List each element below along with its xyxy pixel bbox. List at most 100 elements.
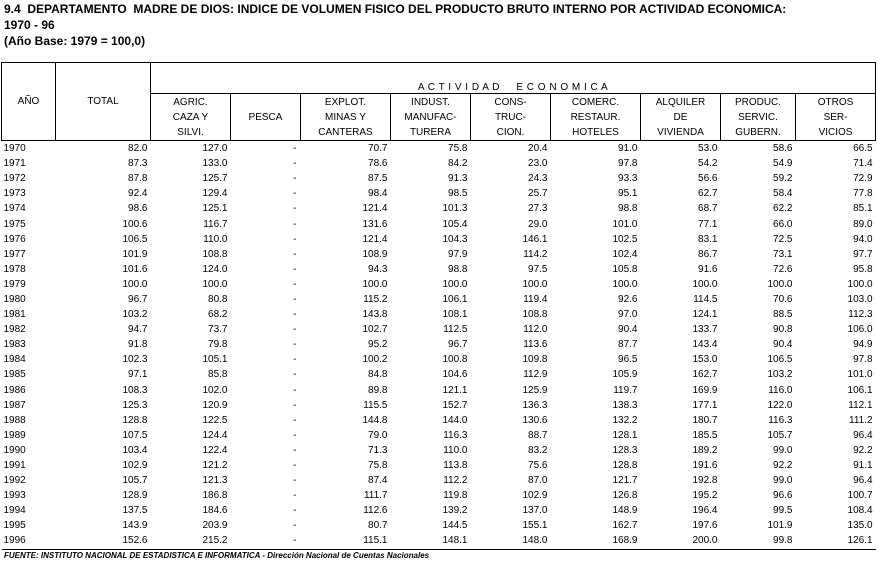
value-cell: 66.5 [853, 143, 873, 155]
value-cell: 106.0 [847, 324, 873, 336]
value-cell: 82.0 [128, 143, 148, 155]
value-cell: 71.3 [368, 444, 388, 456]
value-cell: 112.3 [848, 309, 873, 321]
value-cell: 79.0 [368, 429, 388, 441]
data-row: 1986 108.3 102.0 - 89.8 121.1 125.9 119.7 169.9 1… [2, 383, 876, 398]
value-cell: 85.1 [853, 203, 873, 215]
value-cell: 100.0 [122, 278, 148, 290]
value-cell: 125.7 [202, 173, 228, 185]
value-cell: 195.2 [692, 490, 718, 502]
year-cell: 1976 [3, 233, 26, 245]
value-cell: 126.8 [612, 490, 638, 502]
value-cell: 87.0 [528, 475, 548, 487]
data-row: 1987 125.3 120.9 - 115.5 152.7 136.3 138.3 177.1… [2, 398, 876, 413]
value-cell: 108.3 [122, 384, 148, 396]
value-cell: 162.7 [692, 369, 718, 381]
value-cell: 124.1 [692, 309, 718, 321]
value-cell: 80.8 [208, 293, 228, 305]
value-cell: 99.0 [773, 444, 793, 456]
header-row: AÑO TOTAL A C T I V I D A D E C O N O M I … [1, 62, 877, 141]
value-cell: 75.8 [368, 460, 388, 472]
value-cell: - [230, 533, 301, 550]
value-cell: 97.5 [528, 263, 548, 275]
value-cell: 121.2 [202, 460, 228, 472]
value-cell: 132.2 [612, 414, 638, 426]
value-cell: 88.7 [528, 429, 548, 441]
data-row: 1971 87.3 133.0 - 78.6 84.2 23.0 97.8 54.2 54.9 71… [2, 156, 876, 171]
value-cell: 102.0 [202, 384, 228, 396]
value-cell: 128.8 [122, 414, 148, 426]
value-cell: - [293, 309, 297, 321]
value-cell: 72.9 [853, 173, 873, 185]
column-header: PESCA [230, 93, 301, 141]
value-cell: 148.9 [612, 505, 638, 517]
value-cell: 101.6 [122, 263, 148, 275]
column-header-line: INDUST. [411, 97, 450, 108]
data-row: 1996 152.6 215.2-115.1 148.1 148.0 168.9 200.0… [1, 533, 876, 550]
value-cell: 143.9 [122, 520, 148, 532]
value-cell: 83.2 [528, 444, 548, 456]
value-cell: 100.0 [202, 278, 228, 290]
value-cell: 192.8 [692, 475, 718, 487]
value-cell: 112.9 [523, 369, 548, 381]
value-cell: 99.8 [720, 533, 796, 550]
value-cell: 106.5 [767, 354, 793, 366]
value-cell: 97.8 [853, 354, 873, 366]
value-cell: 102.7 [362, 324, 388, 336]
data-row: 1985 97.1 85.8 - 84.8 104.6 112.9 105.9 162.7 103… [2, 367, 876, 382]
value-cell: 153.0 [692, 354, 718, 366]
value-cell: 191.6 [692, 460, 718, 472]
value-cell: 62.2 [773, 203, 793, 215]
value-cell: 75.6 [528, 460, 548, 472]
value-cell: 137.5 [122, 505, 148, 517]
year-cell: 1996 [1, 533, 56, 550]
value-cell: 83.1 [698, 233, 718, 245]
value-cell: 73.1 [773, 248, 793, 260]
value-cell: 87.5 [368, 173, 388, 185]
value-cell: 100.0 [362, 278, 388, 290]
value-cell: 184.6 [202, 505, 228, 517]
value-cell: 66.0 [773, 218, 793, 230]
value-cell: 115.2 [363, 293, 388, 305]
data-row: 1974 98.6 125.1 - 121.4 101.3 27.3 98.8 68.7 62.2… [2, 201, 876, 216]
column-header-line: MINAS Y [325, 112, 366, 123]
value-cell: 100.0 [767, 278, 793, 290]
column-header-line: COMERC. [571, 97, 620, 108]
value-cell: - [293, 324, 297, 336]
value-cell: 70.6 [773, 293, 793, 305]
value-cell: 122.4 [202, 444, 228, 456]
value-cell: 91.8 [128, 339, 148, 351]
value-cell: 186.8 [202, 490, 228, 502]
value-cell: 115.5 [363, 399, 388, 411]
value-cell: - [293, 158, 297, 170]
value-cell: 148.0 [470, 533, 551, 550]
value-cell: 106.5 [122, 233, 148, 245]
value-cell: 97.7 [853, 248, 873, 260]
value-cell: 91.0 [618, 143, 638, 155]
value-cell: 58.6 [773, 143, 793, 155]
value-cell: - [293, 278, 297, 290]
value-cell: 95.8 [853, 263, 873, 275]
value-cell: - [293, 384, 297, 396]
value-cell: 103.2 [122, 309, 148, 321]
value-cell: 70.7 [368, 143, 388, 155]
year-cell: 1990 [3, 444, 26, 456]
value-cell: 86.7 [698, 248, 718, 260]
value-cell: 91.6 [698, 263, 718, 275]
value-cell: 25.7 [528, 188, 548, 200]
value-cell: 144.5 [442, 520, 468, 532]
value-cell: 124.0 [202, 263, 228, 275]
value-cell: 59.2 [773, 173, 793, 185]
value-cell: 133.7 [692, 324, 718, 336]
value-cell: 122.5 [202, 414, 228, 426]
value-cell: 92.2 [853, 444, 873, 456]
data-row: 1989 107.5 124.4 - 79.0 116.3 88.7 128.1 185.5 10… [2, 428, 876, 443]
value-cell: 131.6 [362, 218, 388, 230]
value-cell: 108.9 [362, 248, 388, 260]
value-cell: 122.0 [767, 399, 793, 411]
value-cell: 119.4 [523, 293, 548, 305]
year-cell: 1989 [3, 429, 26, 441]
data-row: 1984 102.3 105.1 - 100.2 100.8 109.8 96.5 153.0 1… [2, 352, 876, 367]
year-cell: 1987 [3, 399, 26, 411]
value-cell: 108.8 [202, 248, 228, 260]
